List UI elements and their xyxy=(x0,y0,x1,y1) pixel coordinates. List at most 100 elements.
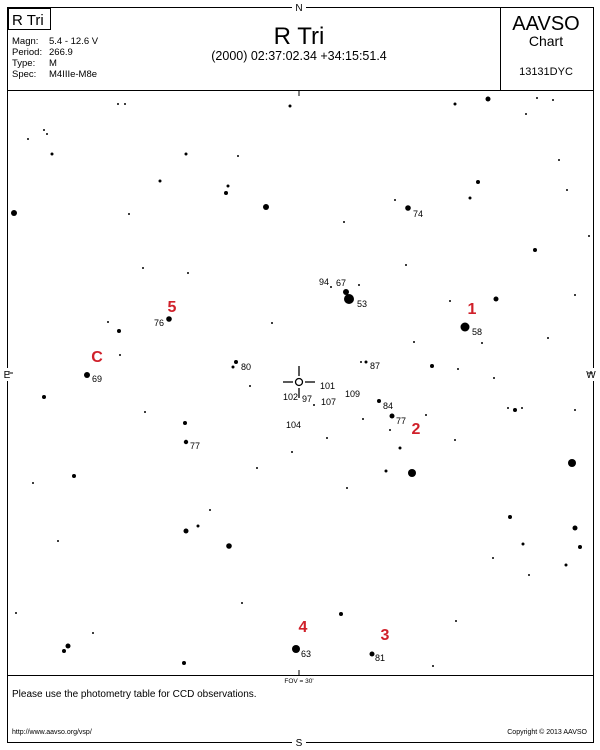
info-value-magn: 5.4 - 12.6 V xyxy=(49,36,99,47)
field-star xyxy=(234,360,238,364)
comp-label-80: 80 xyxy=(241,362,251,372)
field-star xyxy=(50,152,54,156)
chart-coordinates: (2000) 02:37:02.34 +34:15:51.4 xyxy=(211,49,387,63)
field-star xyxy=(405,205,411,211)
info-label-period: Period: xyxy=(12,47,42,58)
field-star xyxy=(183,528,189,534)
field-star xyxy=(27,138,29,140)
comp-label-101: 101 xyxy=(320,381,335,391)
field-star xyxy=(536,97,538,99)
field-star xyxy=(119,354,121,356)
field-star xyxy=(32,482,34,484)
footer-note: Please use the photometry table for CCD … xyxy=(12,689,257,700)
comp-label-53: 53 xyxy=(357,299,367,309)
comparison-labels: 94 67 53 74 58 76 80 69 87 101 109 102 9… xyxy=(92,209,482,663)
field-star xyxy=(339,612,343,616)
field-star xyxy=(507,407,509,409)
comp-label-67: 67 xyxy=(336,278,346,288)
field-star xyxy=(398,446,402,450)
field-star xyxy=(196,524,200,528)
field-star xyxy=(521,542,525,546)
field-star xyxy=(574,409,576,411)
field-star xyxy=(389,413,395,419)
info-label-type: Type: xyxy=(12,58,35,69)
marker-1: 1 xyxy=(468,301,477,318)
comp-label-87: 87 xyxy=(370,361,380,371)
border-ticks xyxy=(8,91,593,675)
field-star xyxy=(432,665,434,667)
comp-label-58: 58 xyxy=(472,327,482,337)
field-star xyxy=(455,620,457,622)
chart-word: Chart xyxy=(529,33,563,49)
field-star xyxy=(184,152,188,156)
field-star xyxy=(430,364,434,368)
chart-title: R Tri xyxy=(274,23,325,50)
info-value-spec: M4IIIe-M8e xyxy=(49,69,97,80)
comp-label-104: 104 xyxy=(286,420,301,430)
info-block: Magn: 5.4 - 12.6 V Period: 266.9 Type: M… xyxy=(12,36,99,80)
field-star xyxy=(521,407,523,409)
comp-label-76: 76 xyxy=(154,318,164,328)
field-star xyxy=(72,474,76,478)
info-value-type: M xyxy=(49,58,57,69)
comp-label-84: 84 xyxy=(383,401,393,411)
field-star xyxy=(525,113,527,115)
field-star xyxy=(142,267,144,269)
footer-copyright: Copyright © 2013 AAVSO xyxy=(507,728,587,736)
field-star xyxy=(241,602,243,604)
field-star xyxy=(449,300,451,302)
star-name-box-text: R Tri xyxy=(12,12,44,29)
field-star xyxy=(389,429,391,431)
field-star xyxy=(84,372,90,378)
field-star xyxy=(158,179,162,183)
field-star xyxy=(492,557,494,559)
comp-label-94: 94 xyxy=(319,277,329,287)
compass-west: W xyxy=(586,370,596,381)
field-star xyxy=(568,459,576,467)
field-star xyxy=(413,341,415,343)
field-star xyxy=(182,661,186,665)
field-star xyxy=(457,368,459,370)
compass-east: E xyxy=(4,370,11,381)
field-star xyxy=(107,321,109,323)
field-star xyxy=(209,509,211,511)
field-star xyxy=(485,96,491,102)
field-star xyxy=(377,399,381,403)
north-bg xyxy=(292,1,306,13)
field-star xyxy=(513,408,517,412)
comp-label-77-right: 77 xyxy=(396,416,406,426)
field-stars xyxy=(11,96,590,667)
field-star xyxy=(166,316,172,322)
marker-5: 5 xyxy=(168,299,177,316)
aavso-logo-text: AAVSO xyxy=(512,13,579,35)
field-star xyxy=(237,155,239,157)
chart-id: 13131DYC xyxy=(519,66,573,78)
field-star xyxy=(493,377,495,379)
field-star xyxy=(65,643,71,649)
field-star xyxy=(481,342,483,344)
field-star xyxy=(454,439,456,441)
field-star xyxy=(578,545,582,549)
field-star xyxy=(558,159,560,161)
field-star xyxy=(187,272,189,274)
comp-label-97: 97 xyxy=(302,394,312,404)
field-star xyxy=(343,289,349,295)
field-star xyxy=(46,133,48,135)
marker-2: 2 xyxy=(412,421,421,438)
field-star xyxy=(453,102,457,106)
field-star xyxy=(226,184,230,188)
fov-label: FOV = 30' xyxy=(284,678,313,685)
field-star xyxy=(231,365,235,369)
field-star xyxy=(292,645,300,653)
field-star xyxy=(183,421,187,425)
field-star xyxy=(369,651,375,657)
field-star xyxy=(117,329,121,333)
field-star xyxy=(384,469,388,473)
field-star xyxy=(343,221,345,223)
field-star xyxy=(408,469,416,477)
field-star xyxy=(547,337,549,339)
west-bg xyxy=(585,368,599,381)
footer-frame xyxy=(7,675,594,743)
field-star xyxy=(249,385,251,387)
